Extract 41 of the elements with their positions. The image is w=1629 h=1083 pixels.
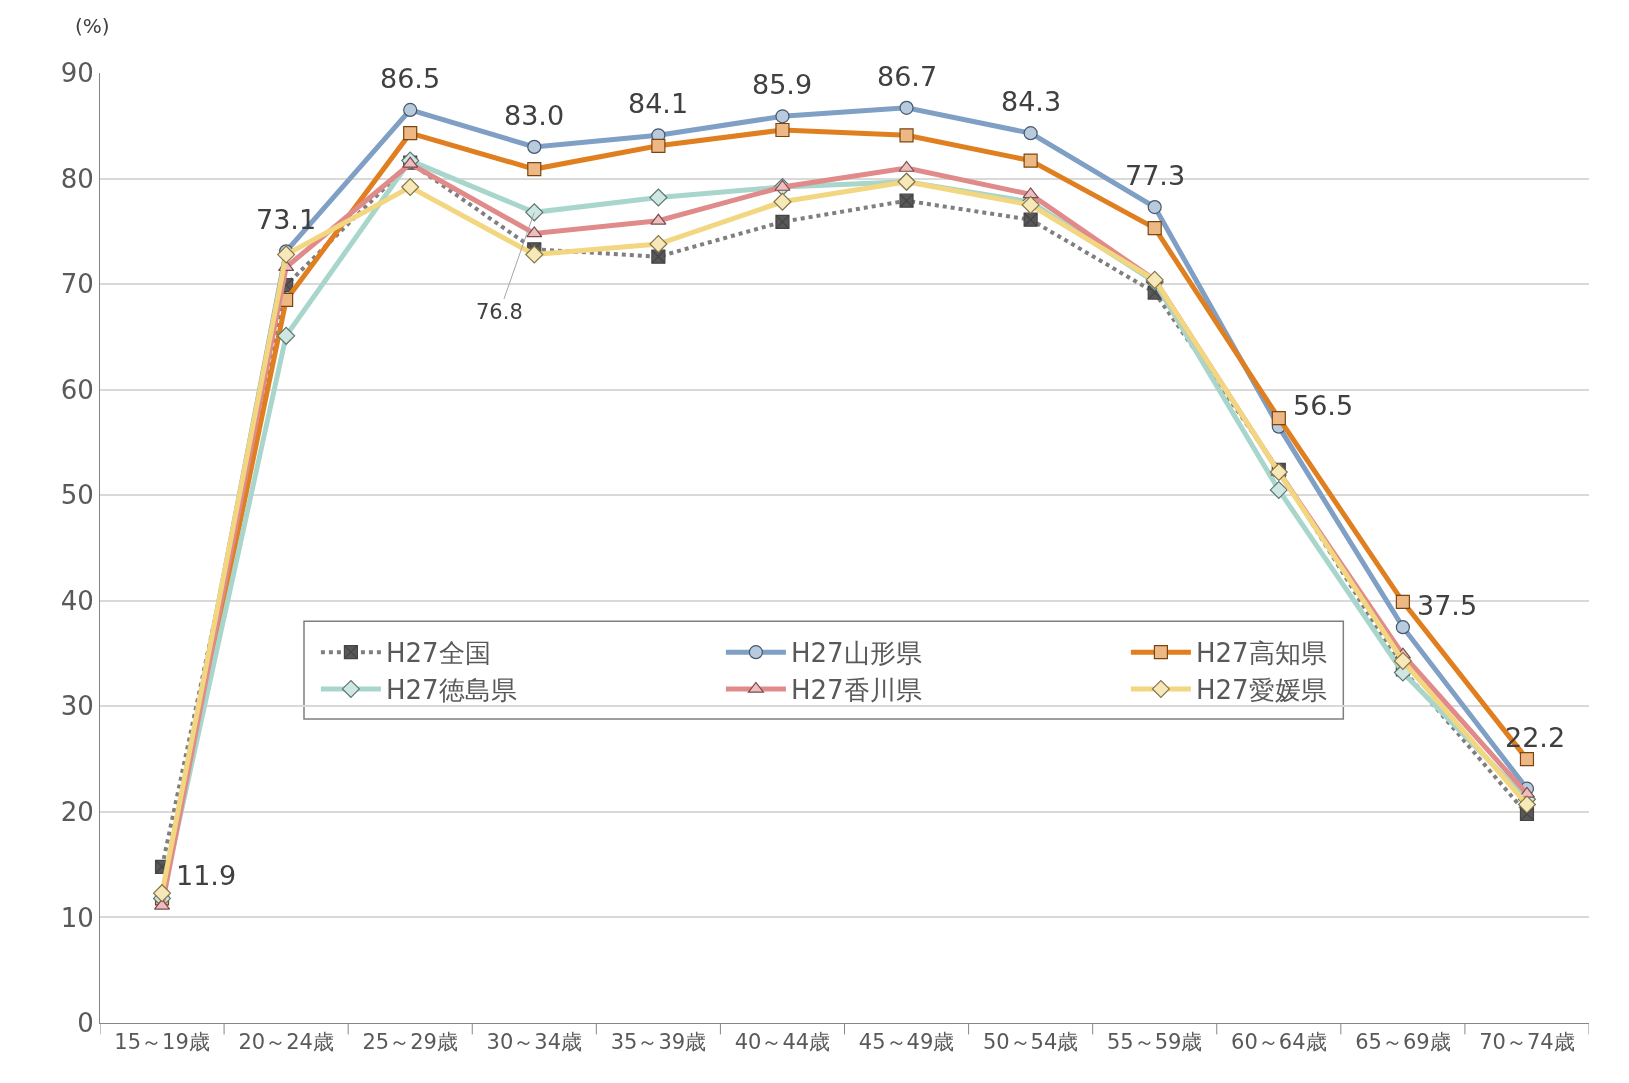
data-label: 77.3 (1125, 160, 1186, 191)
legend-label: H27高知県 (1195, 638, 1327, 669)
legend-label: H27全国 (385, 638, 491, 669)
x-tick-label: 70～74歳 (1479, 1030, 1575, 1055)
x-tick-label: 65～69歳 (1355, 1030, 1451, 1055)
data-label: 85.9 (752, 69, 813, 100)
y-tick-label: 60 (60, 374, 94, 405)
data-label: 84.3 (1001, 86, 1062, 117)
data-label: 76.8 (476, 300, 523, 324)
x-tick-label: 35～39歳 (610, 1030, 707, 1055)
data-label: 37.5 (1417, 590, 1478, 621)
legend-label: H27徳島県 (385, 675, 517, 706)
x-tick-label: 50～54歳 (982, 1030, 1079, 1055)
x-tick-label: 25～29歳 (362, 1030, 458, 1055)
x-tick-label: 30～34歳 (486, 1030, 583, 1055)
data-label: 86.7 (877, 61, 938, 92)
y-tick-label: 20 (60, 796, 94, 827)
legend-label: H27香川県 (790, 675, 922, 706)
legend-label: H27山形県 (790, 638, 922, 669)
x-tick-label: 60～64歳 (1231, 1030, 1327, 1055)
x-tick-label: 55～59歳 (1106, 1030, 1203, 1055)
data-label: 86.5 (380, 63, 441, 94)
data-label: 56.5 (1293, 390, 1354, 421)
x-tick-label: 15～19歳 (114, 1030, 210, 1055)
x-tick-label: 45～49歳 (858, 1030, 955, 1055)
y-tick-label: 50 (60, 480, 94, 511)
legend-label: H27愛媛県 (1195, 675, 1327, 706)
x-tick-label: 40～44歳 (734, 1030, 831, 1055)
y-tick-label: 0 (77, 1008, 94, 1039)
y-tick-label: 40 (60, 585, 94, 616)
data-label: 73.1 (256, 204, 317, 235)
y-tick-label: 80 (60, 163, 94, 194)
x-tick-label: 20～24歳 (238, 1030, 334, 1055)
y-tick-label: 10 (60, 902, 94, 933)
y-tick-label: 70 (60, 269, 94, 300)
y-axis-title: (%) (75, 14, 110, 38)
y-tick-label: 90 (60, 58, 94, 89)
y-tick-label: 30 (60, 691, 94, 722)
data-label: 11.9 (176, 860, 237, 891)
data-label: 83.0 (504, 100, 565, 131)
data-label: 84.1 (628, 88, 689, 119)
